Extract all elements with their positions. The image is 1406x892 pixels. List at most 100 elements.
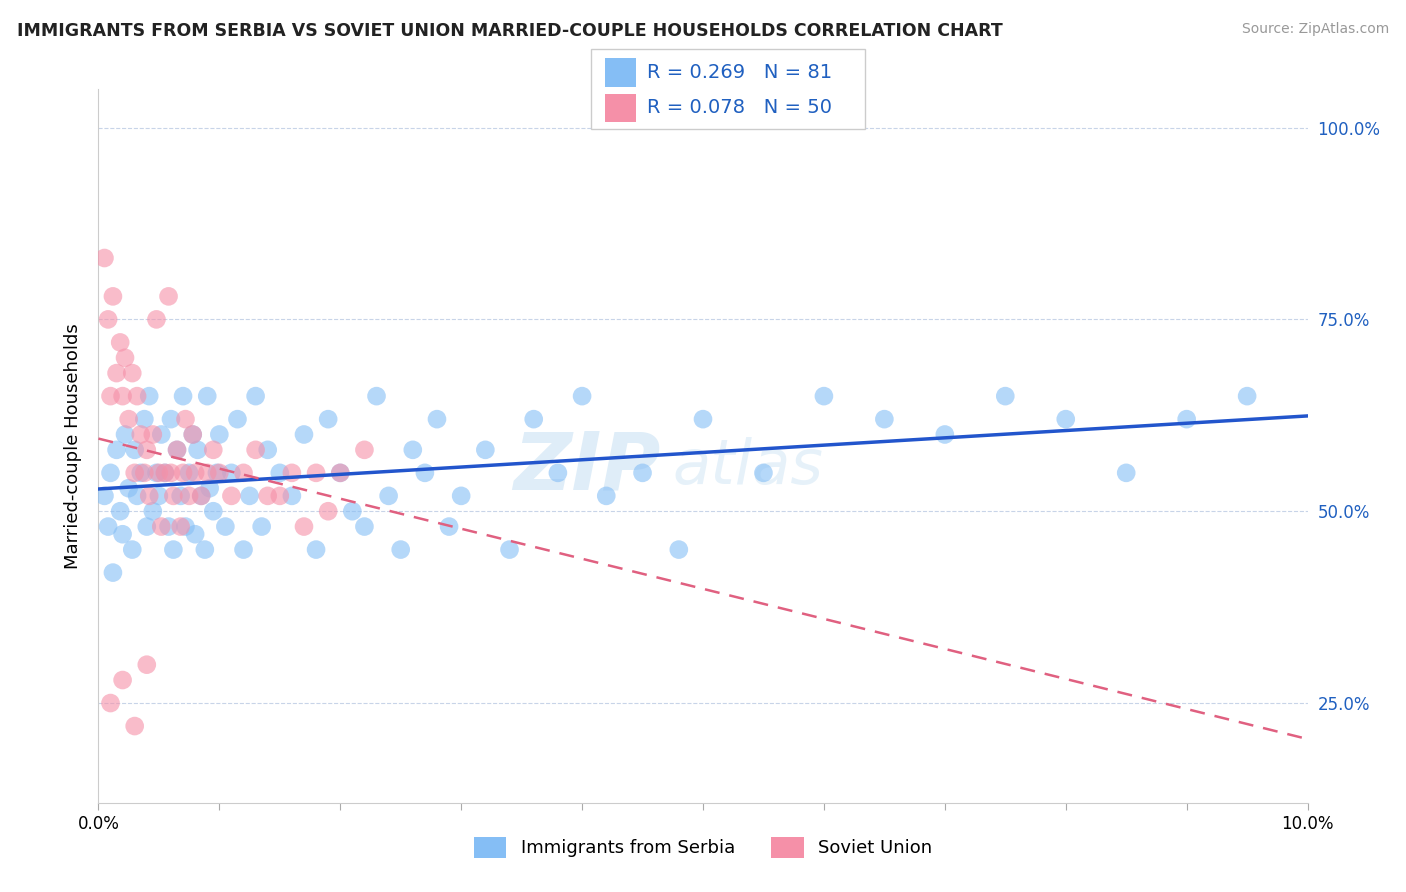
Point (138, 489, 160, 503)
Point (121, 542, 143, 557)
Point (292, 427, 315, 442)
Point (202, 442, 225, 457)
Point (93, 489, 115, 503)
Point (232, 466, 254, 480)
Point (157, 519, 180, 533)
Point (221, 466, 243, 480)
Point (150, 427, 173, 442)
Point (668, 542, 690, 557)
Point (437, 519, 460, 533)
Point (97, 519, 120, 533)
Point (114, 351, 136, 365)
Point (208, 466, 231, 480)
Point (214, 519, 236, 533)
Point (595, 489, 617, 503)
Point (127, 489, 149, 503)
Text: atlas: atlas (672, 437, 824, 498)
Legend: Immigrants from Serbia, Soviet Union: Immigrants from Serbia, Soviet Union (467, 830, 939, 865)
Point (190, 489, 212, 503)
Point (316, 504, 339, 518)
Point (111, 527, 134, 541)
Point (305, 466, 328, 480)
Point (174, 519, 197, 533)
Point (256, 442, 278, 457)
Point (934, 427, 956, 442)
Point (353, 442, 375, 457)
Point (208, 427, 231, 442)
Point (118, 481, 141, 495)
Point (129, 466, 152, 480)
Point (142, 504, 165, 518)
Point (1115, 466, 1137, 480)
Point (181, 427, 204, 442)
Point (474, 442, 496, 457)
Point (124, 719, 146, 733)
Point (366, 389, 388, 403)
Point (111, 673, 134, 687)
Point (179, 466, 201, 480)
Point (498, 542, 520, 557)
Point (135, 519, 157, 533)
Point (226, 412, 249, 426)
Point (108, 335, 131, 350)
Point (190, 489, 212, 503)
Point (100, 466, 122, 480)
Point (160, 466, 183, 480)
Point (118, 412, 141, 426)
Point (187, 442, 209, 457)
Point (329, 466, 352, 480)
Point (179, 489, 201, 503)
Point (184, 466, 207, 480)
Point (256, 489, 278, 503)
Point (1054, 412, 1077, 426)
Point (105, 442, 128, 457)
Point (166, 442, 188, 457)
Point (292, 519, 315, 533)
Point (752, 466, 775, 480)
Point (127, 389, 149, 403)
Point (195, 466, 218, 480)
Point (994, 389, 1017, 403)
Point (631, 466, 654, 480)
Point (281, 466, 304, 480)
Point (134, 466, 156, 480)
Y-axis label: Married-couple Households: Married-couple Households (63, 323, 82, 569)
Point (138, 389, 160, 403)
Point (160, 412, 183, 426)
Point (172, 466, 194, 480)
Text: Source: ZipAtlas.com: Source: ZipAtlas.com (1241, 22, 1389, 37)
Point (205, 466, 228, 480)
Point (202, 504, 225, 518)
Point (108, 504, 131, 518)
Point (245, 389, 267, 403)
Point (129, 427, 152, 442)
Point (145, 312, 167, 326)
Point (124, 466, 146, 480)
Point (150, 519, 173, 533)
Point (145, 466, 167, 480)
Text: R = 0.078   N = 50: R = 0.078 N = 50 (647, 98, 832, 118)
Point (194, 542, 217, 557)
Point (111, 389, 134, 403)
Point (450, 489, 472, 503)
Point (121, 366, 143, 380)
Point (523, 412, 546, 426)
Point (169, 519, 191, 533)
Point (157, 289, 180, 303)
Point (97, 312, 120, 326)
Point (269, 489, 291, 503)
Point (329, 466, 352, 480)
Point (316, 412, 339, 426)
Point (245, 442, 267, 457)
Point (250, 519, 273, 533)
Point (101, 289, 124, 303)
Point (100, 696, 122, 710)
Point (1175, 412, 1198, 426)
Point (198, 481, 221, 495)
Point (571, 389, 593, 403)
Point (269, 466, 291, 480)
Point (1236, 389, 1258, 403)
Point (221, 489, 243, 503)
Point (166, 442, 188, 457)
Point (232, 542, 254, 557)
